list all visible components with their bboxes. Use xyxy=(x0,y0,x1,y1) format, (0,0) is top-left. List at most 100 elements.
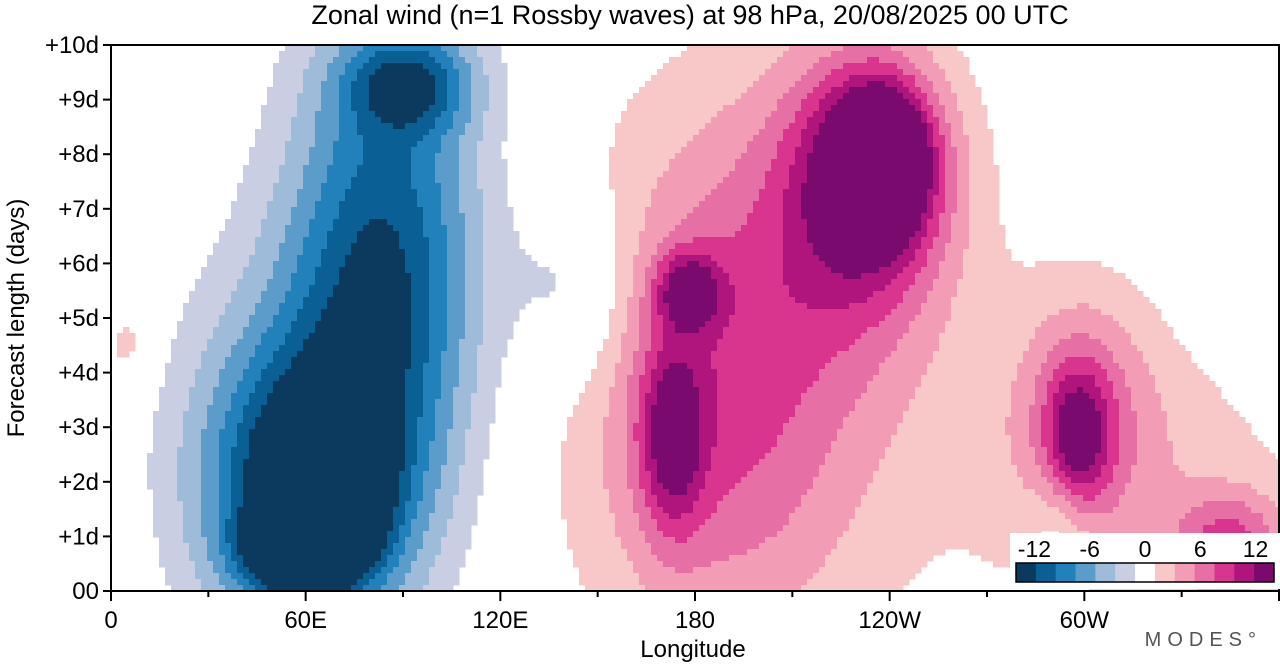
field-cell xyxy=(735,249,742,256)
field-cell xyxy=(621,171,628,178)
field-cell xyxy=(261,171,268,178)
field-cell xyxy=(663,303,670,310)
field-cell xyxy=(255,291,262,298)
field-cell xyxy=(375,201,382,208)
field-cell xyxy=(789,249,796,256)
field-cell xyxy=(687,105,694,112)
field-cell xyxy=(411,171,418,178)
field-cell xyxy=(903,171,910,178)
field-cell xyxy=(975,159,982,166)
field-cell xyxy=(225,303,232,310)
field-cell xyxy=(897,195,904,202)
field-cell xyxy=(627,123,634,130)
field-cell xyxy=(363,75,370,82)
field-cell xyxy=(783,243,790,250)
field-cell xyxy=(1089,273,1096,280)
field-cell xyxy=(645,141,652,148)
field-cell xyxy=(849,249,856,256)
field-cell xyxy=(273,303,280,310)
field-cell xyxy=(771,195,778,202)
field-cell xyxy=(441,93,448,100)
field-cell xyxy=(633,171,640,178)
field-cell xyxy=(801,249,808,256)
field-cell xyxy=(885,189,892,196)
field-cell xyxy=(399,285,406,292)
field-cell xyxy=(885,291,892,298)
field-cell xyxy=(435,81,442,88)
field-cell xyxy=(939,63,946,70)
field-cell xyxy=(933,69,940,76)
field-cell xyxy=(729,231,736,238)
field-cell xyxy=(939,87,946,94)
field-cell xyxy=(849,81,856,88)
field-cell xyxy=(297,309,304,316)
field-cell xyxy=(459,75,466,82)
field-cell xyxy=(309,285,316,292)
field-cell xyxy=(303,231,310,238)
field-cell xyxy=(717,87,724,94)
field-cell xyxy=(741,57,748,64)
field-cell xyxy=(327,243,334,250)
field-cell xyxy=(417,249,424,256)
field-cell xyxy=(921,45,928,52)
field-cell xyxy=(249,291,256,298)
field-cell xyxy=(471,87,478,94)
field-cell xyxy=(795,249,802,256)
field-cell xyxy=(645,111,652,118)
field-cell xyxy=(423,279,430,286)
field-cell xyxy=(639,291,646,298)
field-cell xyxy=(651,135,658,142)
field-cell xyxy=(933,159,940,166)
field-cell xyxy=(357,201,364,208)
field-cell xyxy=(687,51,694,58)
field-cell xyxy=(309,87,316,94)
field-cell xyxy=(381,165,388,172)
field-cell xyxy=(741,177,748,184)
field-cell xyxy=(417,135,424,142)
field-cell xyxy=(249,213,256,220)
field-cell xyxy=(297,303,304,310)
field-cell xyxy=(453,309,460,316)
field-cell xyxy=(849,57,856,64)
field-cell xyxy=(327,189,334,196)
field-cell xyxy=(453,285,460,292)
field-cell xyxy=(783,207,790,214)
field-cell xyxy=(471,309,478,316)
field-cell xyxy=(429,57,436,64)
field-cell xyxy=(639,213,646,220)
field-cell xyxy=(843,285,850,292)
field-cell xyxy=(933,303,940,310)
field-cell xyxy=(1011,273,1018,280)
field-cell xyxy=(837,303,844,310)
field-cell xyxy=(357,111,364,118)
field-cell xyxy=(867,225,874,232)
field-cell xyxy=(237,207,244,214)
field-cell xyxy=(477,249,484,256)
field-cell xyxy=(495,297,502,304)
field-cell xyxy=(939,303,946,310)
field-cell xyxy=(495,171,502,178)
field-cell xyxy=(999,267,1006,274)
field-cell xyxy=(789,57,796,64)
field-cell xyxy=(363,81,370,88)
field-cell xyxy=(813,117,820,124)
field-cell xyxy=(621,159,628,166)
field-cell xyxy=(489,279,496,286)
field-cell xyxy=(375,255,382,262)
field-cell xyxy=(789,93,796,100)
field-cell xyxy=(639,183,646,190)
field-cell xyxy=(267,189,274,196)
field-cell xyxy=(723,75,730,82)
field-cell xyxy=(669,63,676,70)
field-cell xyxy=(969,147,976,154)
field-cell xyxy=(867,219,874,226)
field-cell xyxy=(483,225,490,232)
field-cell xyxy=(291,87,298,94)
field-cell xyxy=(243,177,250,184)
field-cell xyxy=(441,309,448,316)
field-cell xyxy=(1125,297,1132,304)
field-cell xyxy=(729,147,736,154)
field-cell xyxy=(447,75,454,82)
field-cell xyxy=(681,201,688,208)
field-cell xyxy=(255,147,262,154)
